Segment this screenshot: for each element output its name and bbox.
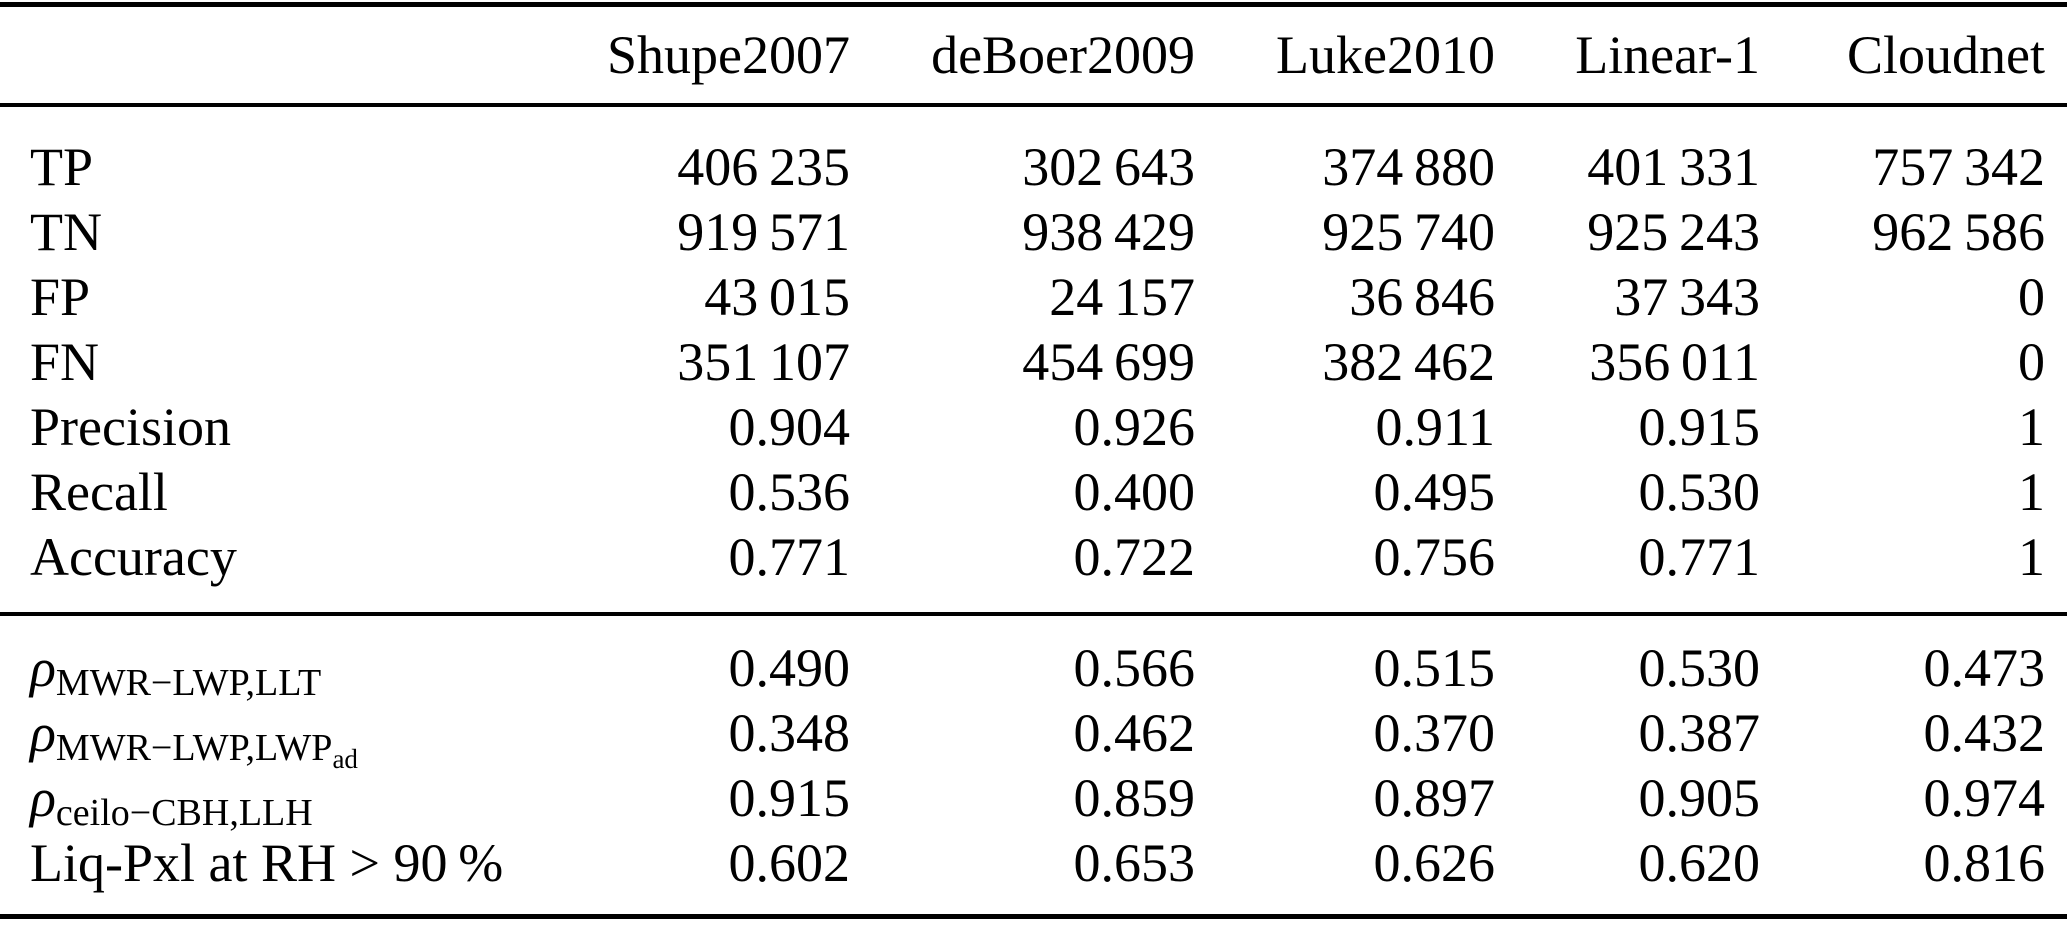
cell-value: 0.722 bbox=[1073, 527, 1196, 587]
cell-value: 0.771 bbox=[728, 527, 851, 587]
row-label-fn: FN bbox=[30, 332, 100, 392]
cell-value: 0.536 bbox=[728, 462, 851, 522]
rho-symbol: ρ bbox=[30, 703, 56, 763]
column-header-shupe2007: Shupe2007 bbox=[607, 25, 850, 85]
cell-value: 757 342 bbox=[1872, 137, 2045, 197]
row-label-subsubscript: ad bbox=[332, 744, 358, 774]
cell-value: 0.771 bbox=[1638, 527, 1761, 587]
cell-value: 0.566 bbox=[1073, 638, 1196, 698]
cell-value: 1 bbox=[2018, 397, 2045, 457]
rho-symbol: ρ bbox=[30, 638, 56, 698]
cell-value: 0.926 bbox=[1073, 397, 1196, 457]
cell-value: 1 bbox=[2018, 527, 2045, 587]
cell-value: 406 235 bbox=[677, 137, 850, 197]
row-label-text: Liq-Pxl at RH > 90 % bbox=[30, 833, 504, 893]
cell-value: 36 846 bbox=[1349, 267, 1495, 327]
cell-value: 454 699 bbox=[1022, 332, 1195, 392]
corner-cell bbox=[0, 5, 555, 106]
row-label-subscript: ceilo−CBH,LLH bbox=[55, 792, 313, 834]
cell-value: 0.897 bbox=[1373, 768, 1496, 828]
cell-value: 962 586 bbox=[1872, 202, 2045, 262]
cell-value: 0 bbox=[2018, 267, 2045, 327]
row-label-rho-mwr-lwp-lwpad: ρMWR−LWP,LWPad bbox=[0, 701, 555, 773]
cell-value: 0.370 bbox=[1373, 703, 1496, 763]
cell-value: 0.904 bbox=[728, 397, 851, 457]
cell-value: 37 343 bbox=[1614, 267, 1760, 327]
row-label-tp: TP bbox=[30, 137, 94, 197]
metrics-section: TP 406 235 302 643 374 880 401 331 757 3… bbox=[0, 105, 2067, 614]
rho-symbol: ρ bbox=[30, 768, 56, 828]
cell-value: 0 bbox=[2018, 332, 2045, 392]
cell-value: 0.626 bbox=[1373, 833, 1496, 893]
cell-value: 302 643 bbox=[1022, 137, 1195, 197]
table-row-accuracy: Accuracy 0.771 0.722 0.756 0.771 1 bbox=[0, 525, 2067, 614]
row-label-fp: FP bbox=[30, 267, 91, 327]
cell-value: 0.816 bbox=[1923, 833, 2046, 893]
table-row-tp: TP 406 235 302 643 374 880 401 331 757 3… bbox=[0, 105, 2067, 200]
cell-value: 0.495 bbox=[1373, 462, 1496, 522]
row-label-precision: Precision bbox=[30, 397, 231, 457]
table-row-fp: FP 43 015 24 157 36 846 37 343 0 bbox=[0, 265, 2067, 330]
column-header-cloudnet: Cloudnet bbox=[1847, 25, 2045, 85]
cell-value: 938 429 bbox=[1022, 202, 1195, 262]
cell-value: 24 157 bbox=[1049, 267, 1195, 327]
correlation-section: ρMWR−LWP,LLT 0.490 0.566 0.515 0.530 0.4… bbox=[0, 614, 2067, 917]
cell-value: 0.462 bbox=[1073, 703, 1196, 763]
cell-value: 0.915 bbox=[728, 768, 851, 828]
table-row-fn: FN 351 107 454 699 382 462 356 011 0 bbox=[0, 330, 2067, 395]
cell-value: 0.387 bbox=[1638, 703, 1761, 763]
cell-value: 0.530 bbox=[1638, 638, 1761, 698]
table-row-precision: Precision 0.904 0.926 0.911 0.915 1 bbox=[0, 395, 2067, 460]
cell-value: 0.911 bbox=[1375, 397, 1496, 457]
cell-value: 43 015 bbox=[704, 267, 850, 327]
table-row-rho-mwr-lwp-lwpad: ρMWR−LWP,LWPad 0.348 0.462 0.370 0.387 0… bbox=[0, 701, 2067, 773]
cell-value: 0.530 bbox=[1638, 462, 1761, 522]
cell-value: 1 bbox=[2018, 462, 2045, 522]
row-label-rho-ceilo-cbh-llh: ρceilo−CBH,LLH bbox=[0, 766, 555, 834]
cell-value: 401 331 bbox=[1587, 137, 1760, 197]
table-header-row: Shupe2007 deBoer2009 Luke2010 Linear-1 C… bbox=[0, 5, 2067, 106]
row-label-subscript: MWR−LWP,LWP bbox=[55, 727, 333, 769]
cell-value: 374 880 bbox=[1322, 137, 1495, 197]
cell-value: 0.859 bbox=[1073, 768, 1196, 828]
cell-value: 0.348 bbox=[728, 703, 851, 763]
table-row-rho-ceilo-cbh-llh: ρceilo−CBH,LLH 0.915 0.859 0.897 0.905 0… bbox=[0, 766, 2067, 834]
column-header-linear-1: Linear-1 bbox=[1575, 25, 1760, 85]
row-label-rho-mwr-lwp-llt: ρMWR−LWP,LLT bbox=[0, 614, 555, 704]
column-header-deboer2009: deBoer2009 bbox=[931, 25, 1195, 85]
cell-value: 925 740 bbox=[1322, 202, 1495, 262]
cell-value: 0.432 bbox=[1923, 703, 2046, 763]
row-label-liq-pxl-rh: Liq-Pxl at RH > 90 % bbox=[0, 831, 555, 917]
cell-value: 0.473 bbox=[1923, 638, 2046, 698]
row-label-tn: TN bbox=[30, 202, 102, 262]
cell-value: 925 243 bbox=[1587, 202, 1760, 262]
row-label-recall: Recall bbox=[30, 462, 168, 522]
cell-value: 356 011 bbox=[1589, 332, 1760, 392]
table-row-tn: TN 919 571 938 429 925 740 925 243 962 5… bbox=[0, 200, 2067, 265]
cell-value: 0.653 bbox=[1073, 833, 1196, 893]
cell-value: 0.620 bbox=[1638, 833, 1761, 893]
cell-value: 0.602 bbox=[728, 833, 851, 893]
table-row-liq-pxl-rh: Liq-Pxl at RH > 90 % 0.602 0.653 0.626 0… bbox=[0, 831, 2067, 917]
cell-value: 0.905 bbox=[1638, 768, 1761, 828]
cell-value: 919 571 bbox=[677, 202, 850, 262]
cell-value: 351 107 bbox=[677, 332, 850, 392]
cell-value: 0.974 bbox=[1923, 768, 2046, 828]
table-row-rho-mwr-lwp-llt: ρMWR−LWP,LLT 0.490 0.566 0.515 0.530 0.4… bbox=[0, 614, 2067, 704]
row-label-accuracy: Accuracy bbox=[30, 527, 237, 587]
cell-value: 0.515 bbox=[1373, 638, 1496, 698]
cell-value: 0.915 bbox=[1638, 397, 1761, 457]
column-header-luke2010: Luke2010 bbox=[1276, 25, 1495, 85]
table-row-recall: Recall 0.536 0.400 0.495 0.530 1 bbox=[0, 460, 2067, 525]
row-label-subscript: MWR−LWP,LLT bbox=[55, 662, 322, 704]
cell-value: 0.490 bbox=[728, 638, 851, 698]
cell-value: 0.756 bbox=[1373, 527, 1496, 587]
cell-value: 382 462 bbox=[1322, 332, 1495, 392]
cell-value: 0.400 bbox=[1073, 462, 1196, 522]
